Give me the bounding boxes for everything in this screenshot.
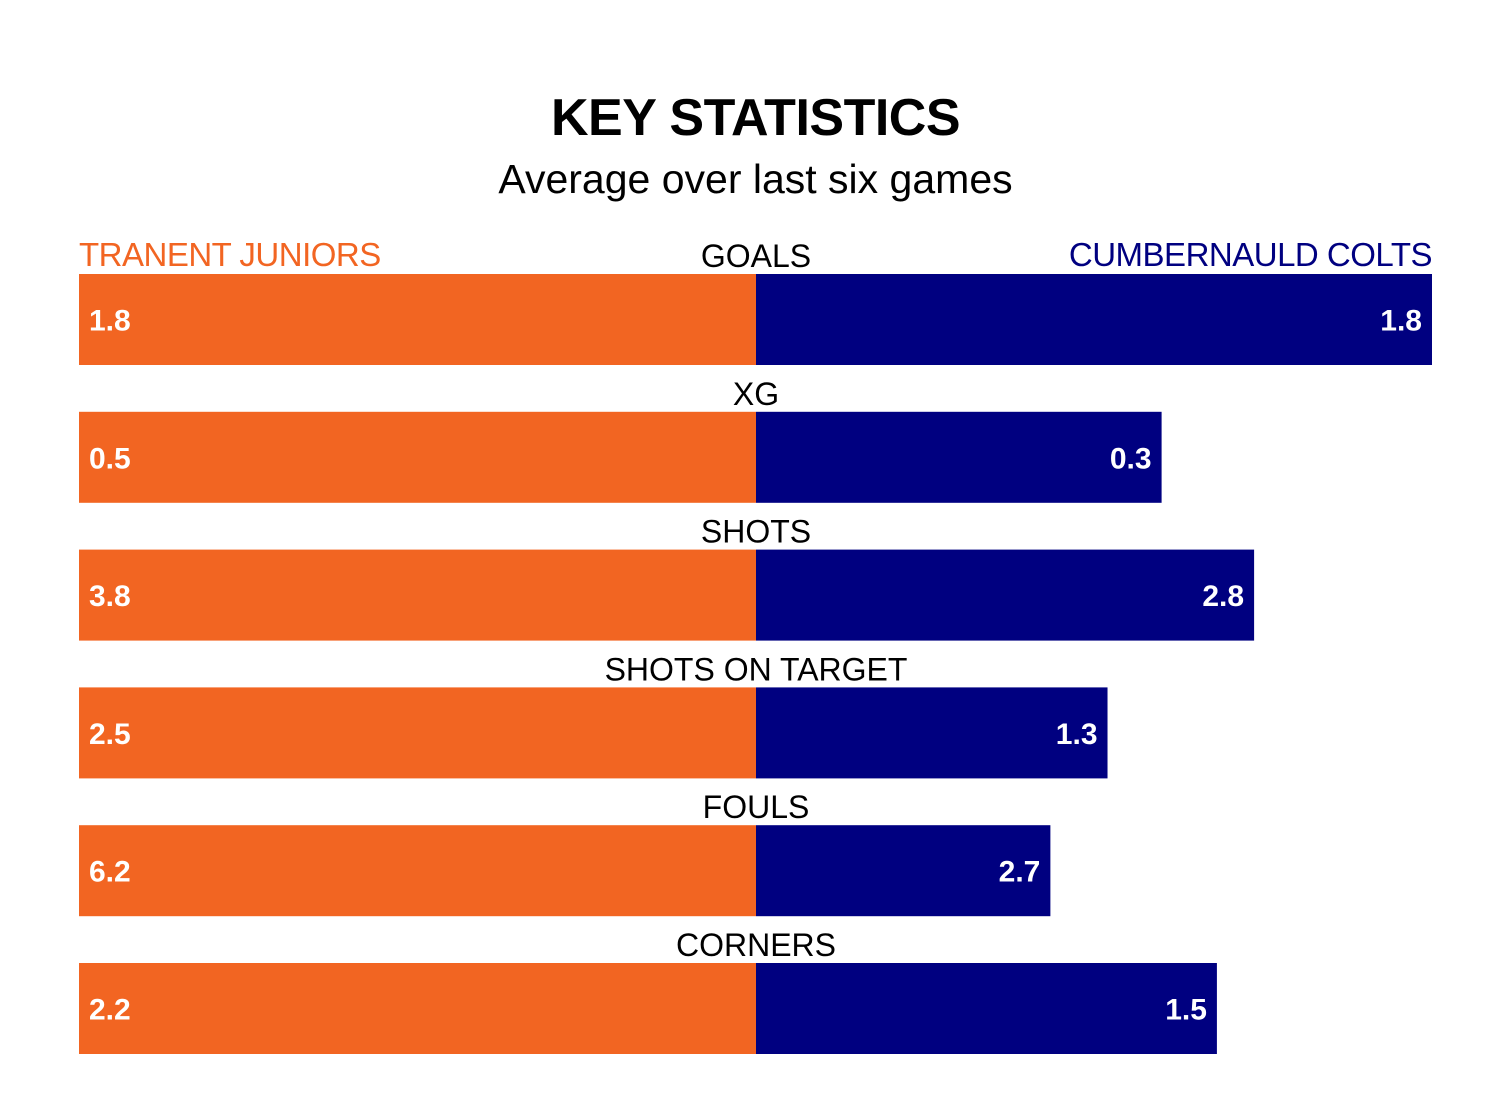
- home-value-label: 2.2: [89, 994, 131, 1027]
- away-value-label: 0.3: [1110, 442, 1152, 475]
- away-bar: [756, 274, 1432, 365]
- away-bar: [756, 687, 1108, 779]
- category-label: FOULS: [703, 789, 810, 825]
- home-value-label: 3.8: [89, 580, 131, 613]
- home-value-label: 1.8: [89, 305, 131, 338]
- away-value-label: 1.8: [1380, 305, 1422, 338]
- category-label: GOALS: [701, 238, 811, 274]
- away-value-label: 2.8: [1202, 580, 1244, 613]
- category-label: CORNERS: [676, 927, 836, 963]
- category-label: SHOTS: [701, 514, 811, 550]
- category-label: SHOTS ON TARGET: [605, 651, 908, 687]
- home-bar: [79, 825, 756, 917]
- away-value-label: 2.7: [999, 856, 1041, 889]
- category-label: XG: [733, 376, 779, 412]
- home-team-label: TRANENT JUNIORS: [79, 236, 381, 273]
- home-bar: [79, 687, 756, 779]
- home-bar: [79, 411, 756, 503]
- away-value-label: 1.5: [1165, 994, 1207, 1027]
- away-bar: [756, 963, 1217, 1054]
- home-bar: [79, 549, 756, 641]
- home-bar: [79, 274, 756, 365]
- home-value-label: 0.5: [89, 442, 131, 475]
- away-bar: [756, 411, 1162, 503]
- chart-subtitle: Average over last six games: [498, 156, 1013, 202]
- home-value-label: 2.5: [89, 718, 131, 751]
- away-bar: [756, 549, 1255, 641]
- chart-title: KEY STATISTICS: [550, 89, 961, 147]
- home-value-label: 6.2: [89, 856, 131, 889]
- away-bar: [756, 825, 1051, 917]
- home-bar: [79, 963, 756, 1054]
- away-team-label: CUMBERNAULD COLTS: [1068, 236, 1433, 273]
- away-value-label: 1.3: [1056, 718, 1098, 751]
